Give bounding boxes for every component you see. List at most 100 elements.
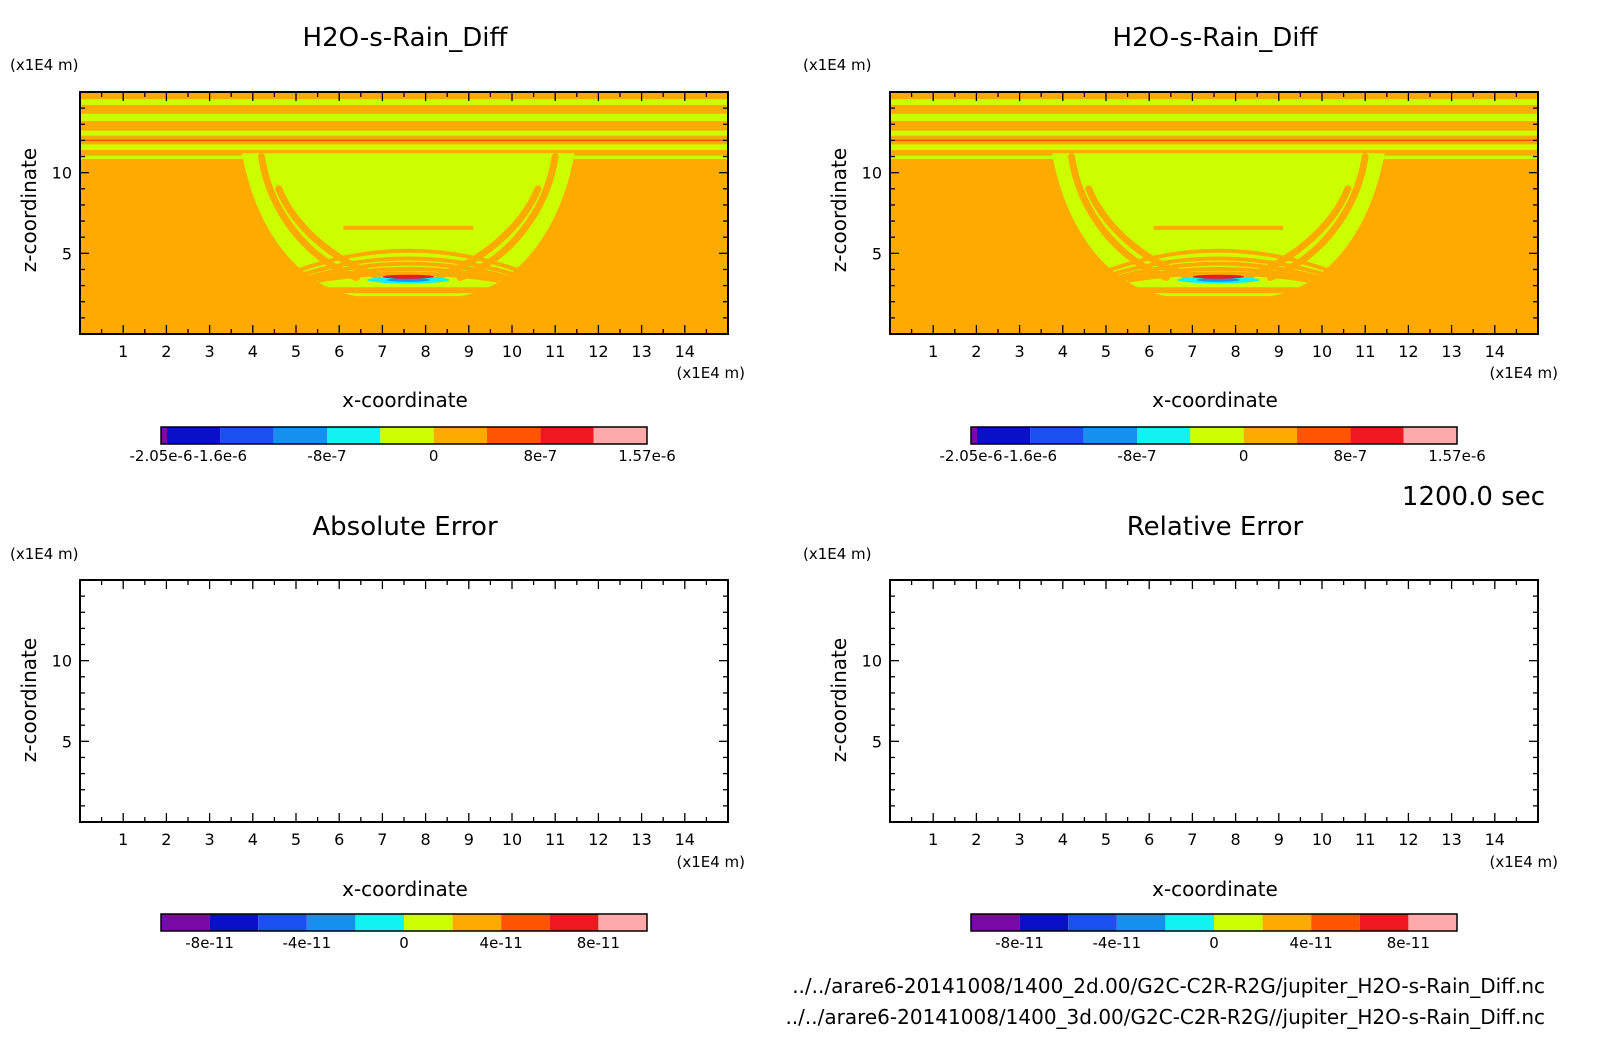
plot-background xyxy=(80,580,728,822)
x-tick-label: 7 xyxy=(1187,342,1197,361)
colorbar-segment xyxy=(306,914,356,931)
x-tick-label: 11 xyxy=(545,342,565,361)
colorbar-label: 4e-11 xyxy=(1290,934,1333,952)
field-minimum xyxy=(1196,278,1240,282)
field-line xyxy=(80,139,728,142)
x-unit: (x1E4 m) xyxy=(1489,364,1558,382)
x-tick-label: 14 xyxy=(675,830,695,849)
colorbar-label: 8e-7 xyxy=(523,447,557,465)
x-unit: (x1E4 m) xyxy=(676,364,745,382)
x-tick-label: 14 xyxy=(1485,342,1505,361)
y-axis-label: z-coordinate xyxy=(827,148,851,272)
x-tick-label: 10 xyxy=(1312,830,1332,849)
field-line xyxy=(890,139,1538,142)
y-axis-label: z-coordinate xyxy=(17,148,41,272)
x-tick-label: 8 xyxy=(421,830,431,849)
colorbar-segment xyxy=(1408,914,1457,931)
x-tick-label: 6 xyxy=(1144,342,1154,361)
colorbar-segment xyxy=(1116,914,1166,931)
x-tick-label: 3 xyxy=(1015,342,1025,361)
x-tick-label: 9 xyxy=(1274,830,1284,849)
field-inner-band xyxy=(304,287,512,294)
heatmap-field xyxy=(80,92,728,334)
field-band xyxy=(890,113,1538,122)
colorbar-segment xyxy=(433,427,487,444)
x-tick-label: 11 xyxy=(545,830,565,849)
y-tick-label: 5 xyxy=(62,244,72,263)
colorbar-segment xyxy=(1359,914,1409,931)
x-tick-label: 2 xyxy=(971,830,981,849)
colorbar-label: 4e-11 xyxy=(480,934,523,952)
y-tick-label: 10 xyxy=(862,164,882,183)
y-axis-label: z-coordinate xyxy=(17,638,41,762)
colorbar-segment xyxy=(1262,914,1312,931)
colorbar-label: -8e-7 xyxy=(307,447,346,465)
colorbar-segment xyxy=(327,427,381,444)
colorbar-segment xyxy=(977,427,1031,444)
colorbar-segment xyxy=(971,914,1020,931)
y-tick-label: 5 xyxy=(872,732,882,751)
colorbar-segment xyxy=(540,427,594,444)
y-tick-label: 10 xyxy=(52,652,72,671)
x-tick-label: 9 xyxy=(1274,342,1284,361)
x-tick-label: 4 xyxy=(248,342,258,361)
field-inner-band xyxy=(343,225,474,230)
y-tick-label: 10 xyxy=(862,652,882,671)
x-tick-label: 5 xyxy=(1101,830,1111,849)
colorbar-segment xyxy=(1165,914,1214,931)
colorbar-segment xyxy=(1068,914,1117,931)
colorbar-segment xyxy=(355,914,404,931)
colorbar-segment xyxy=(1019,914,1069,931)
colorbar-segment xyxy=(161,914,210,931)
colorbar-segment xyxy=(404,914,453,931)
colorbar-segment xyxy=(452,914,502,931)
x-tick-label: 12 xyxy=(1398,830,1418,849)
footer-path-1: ../../arare6-20141008/1400_2d.00/G2C-C2R… xyxy=(792,974,1545,998)
field-inner-band xyxy=(306,266,511,283)
x-tick-label: 10 xyxy=(1312,342,1332,361)
x-tick-label: 2 xyxy=(971,342,981,361)
colorbar-segment xyxy=(1350,427,1404,444)
colorbar-segment xyxy=(273,427,327,444)
colorbar-label: -1.6e-6 xyxy=(194,447,247,465)
colorbar-segment xyxy=(593,427,647,444)
y-tick-label: 10 xyxy=(52,164,72,183)
y-unit: (x1E4 m) xyxy=(10,545,79,563)
field-inner-band xyxy=(1114,287,1322,294)
colorbar-segment xyxy=(1137,427,1191,444)
x-tick-label: 8 xyxy=(421,342,431,361)
x-tick-label: 5 xyxy=(1101,342,1111,361)
x-tick-label: 11 xyxy=(1355,830,1375,849)
field-inner-band xyxy=(1116,266,1321,283)
y-axis-label: z-coordinate xyxy=(827,638,851,762)
colorbar-label: -2.05e-6 xyxy=(940,447,1003,465)
colorbar-segment xyxy=(1030,427,1084,444)
x-tick-label: 4 xyxy=(1058,830,1068,849)
colorbar-segment xyxy=(1190,427,1244,444)
colorbar-segment xyxy=(971,427,977,444)
colorbar: -8e-11 -4e-11 0 4e-11 8e-11 xyxy=(160,913,648,952)
colorbar-segment xyxy=(1311,914,1360,931)
x-tick-label: 10 xyxy=(502,830,522,849)
colorbar-segment xyxy=(1403,427,1457,444)
colorbar-frame xyxy=(160,426,648,445)
colorbar-label: 1.57e-6 xyxy=(618,447,676,465)
x-tick-label: 12 xyxy=(588,830,608,849)
y-unit: (x1E4 m) xyxy=(803,56,872,74)
x-tick-label: 6 xyxy=(334,830,344,849)
colorbar: -8e-11 -4e-11 0 4e-11 8e-11 xyxy=(970,913,1458,952)
field-maximum xyxy=(1192,274,1245,279)
colorbar-frame xyxy=(160,913,648,932)
field-inner-band xyxy=(282,256,535,283)
x-tick-label: 3 xyxy=(205,342,215,361)
colorbar-frame xyxy=(970,426,1458,445)
x-tick-label: 7 xyxy=(377,342,387,361)
y-unit: (x1E4 m) xyxy=(803,545,872,563)
x-tick-label: 13 xyxy=(1441,342,1461,361)
y-tick-label: 5 xyxy=(872,244,882,263)
